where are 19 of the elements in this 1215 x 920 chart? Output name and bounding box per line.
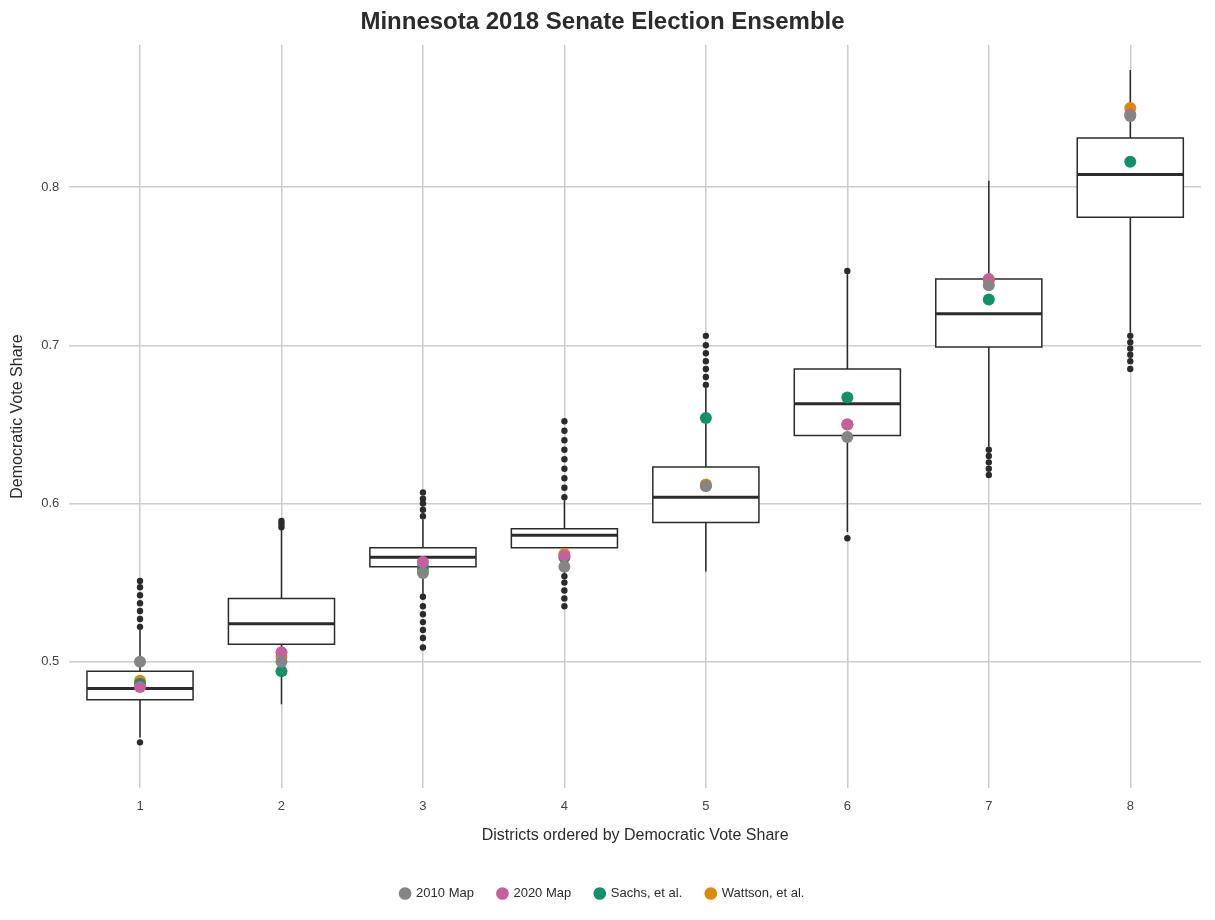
y-tick-label: 0.6 [41, 495, 60, 511]
x-tick-label: 1 [136, 797, 144, 813]
legend-label: 2010 Map [416, 885, 474, 901]
chart-title: Minnesota 2018 Senate Election Ensemble [360, 7, 845, 35]
x-tick-label: 4 [560, 797, 569, 813]
y-tick-label: 0.8 [41, 178, 60, 194]
x-tick-label: 3 [419, 797, 427, 813]
x-tick-label: 6 [843, 797, 851, 813]
x-tick-label: 2 [277, 797, 286, 813]
x-tick-label: 5 [702, 797, 710, 813]
x-tick-label: 8 [1126, 797, 1134, 813]
y-axis-title: Democratic Vote Share [8, 334, 26, 499]
legend-label: 2020 Map [513, 885, 572, 901]
legend-label: Wattson, et al. [721, 885, 805, 901]
y-tick-label: 0.7 [41, 336, 60, 352]
x-axis-title: Districts ordered by Democratic Vote Share [481, 825, 789, 843]
legend-label: Sachs, et al. [610, 885, 683, 901]
y-tick-label: 0.5 [41, 653, 60, 669]
x-tick-label: 7 [985, 797, 993, 813]
